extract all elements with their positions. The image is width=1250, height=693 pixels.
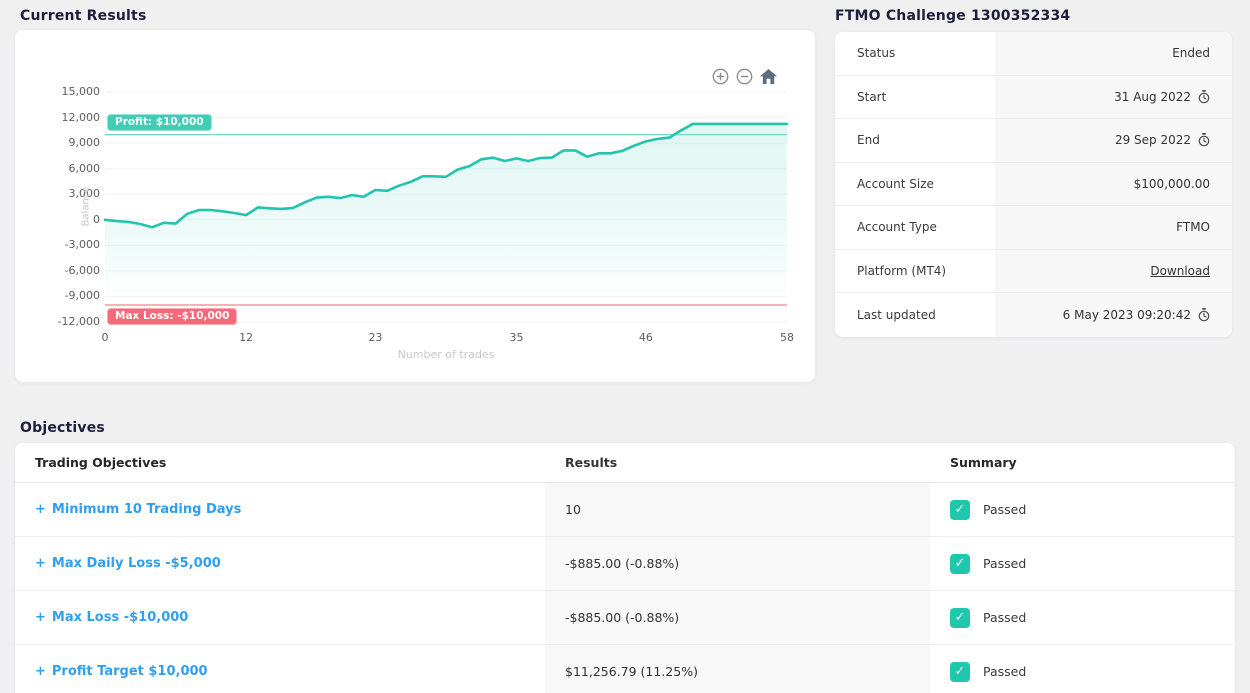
- challenge-row: Last updated 6 May 2023 09:20:42: [835, 293, 1232, 337]
- objective-row: + Minimum 10 Trading Days 10 ✓ Passed: [15, 483, 1235, 537]
- current-results-card: 15,000 12,000 9,000 6,000 3,000 0 -3,000 -6,000…: [15, 30, 815, 382]
- y-tick-label: 12,000: [61, 110, 101, 124]
- header-trading-objectives: Trading Objectives: [35, 455, 167, 470]
- y-tick-label: 15,000: [61, 85, 101, 98]
- challenge-row-value: 29 Sep 2022: [995, 119, 1232, 162]
- challenge-row-value: 31 Aug 2022: [995, 75, 1232, 118]
- x-tick-label: 0: [101, 331, 109, 344]
- challenge-row: End 29 Sep 2022: [835, 119, 1232, 163]
- challenge-row-value: FTMO: [995, 206, 1232, 249]
- challenge-row-label: Start: [835, 75, 995, 118]
- x-tick-label: 12: [239, 331, 254, 344]
- objectives-header-row: Trading Objectives Results Summary: [15, 443, 1235, 483]
- y-tick-label: -9,000: [64, 289, 100, 303]
- y-tick-label: -12,000: [57, 315, 100, 328]
- objectives-card: Trading Objectives Results Summary + Min…: [15, 443, 1235, 693]
- passed-checkbox-icon[interactable]: ✓: [950, 499, 970, 520]
- chart-toolbar: [712, 68, 777, 85]
- challenge-row: Account Type FTMO: [835, 206, 1232, 250]
- objective-result: -$885.00 (-0.88%): [565, 556, 680, 571]
- objective-summary: Passed: [983, 664, 1027, 679]
- max-loss-badge: Max Loss: -$10,000: [107, 307, 238, 325]
- x-tick-label: 35: [509, 331, 524, 344]
- objective-link-text: Profit Target $10,000: [51, 664, 208, 679]
- y-tick-label: -3,000: [64, 238, 100, 252]
- x-tick-label: 46: [638, 331, 653, 344]
- objective-link[interactable]: + Max Loss -$10,000: [35, 610, 188, 625]
- plus-icon: +: [35, 556, 46, 571]
- y-tick-label: 9,000: [68, 136, 101, 150]
- challenge-row-label: Account Size: [835, 162, 995, 205]
- y-tick-label: 3,000: [68, 187, 101, 201]
- header-summary: Summary: [950, 455, 1017, 470]
- challenge-row-value-text: 29 Sep 2022: [1114, 133, 1191, 148]
- objectives-title: Objectives: [20, 420, 105, 436]
- plus-icon: +: [35, 610, 46, 625]
- balance-area-chart[interactable]: [15, 30, 815, 382]
- challenge-row-value: Download: [995, 249, 1232, 292]
- profit-target-badge: Profit: $10,000: [107, 113, 212, 131]
- challenge-row-label: Platform (MT4): [835, 249, 995, 292]
- challenge-row-value: 6 May 2023 09:20:42: [995, 293, 1232, 337]
- challenge-row-label: End: [835, 119, 995, 162]
- objective-link[interactable]: + Profit Target $10,000: [35, 664, 208, 679]
- y-tick-label: 0: [93, 212, 100, 226]
- objective-link[interactable]: + Max Daily Loss -$5,000: [35, 556, 221, 571]
- header-results: Results: [545, 443, 930, 482]
- stopwatch-icon: [1198, 307, 1210, 322]
- challenge-row-label: Account Type: [835, 206, 995, 249]
- stopwatch-icon: [1198, 133, 1210, 147]
- plus-icon: +: [35, 502, 46, 517]
- objective-result: -$885.00 (-0.88%): [565, 610, 680, 625]
- zoom-in-icon[interactable]: [712, 68, 729, 85]
- challenge-row-label: Status: [835, 32, 995, 75]
- objective-summary: Passed: [983, 556, 1027, 571]
- home-icon[interactable]: [760, 69, 777, 84]
- challenge-row-value-text: 6 May 2023 09:20:42: [1062, 307, 1191, 322]
- challenge-row: Platform (MT4) Download: [835, 249, 1232, 293]
- objective-link[interactable]: + Minimum 10 Trading Days: [35, 502, 241, 517]
- challenge-title: FTMO Challenge 1300352334: [835, 8, 1071, 24]
- passed-checkbox-icon[interactable]: ✓: [950, 553, 970, 574]
- challenge-row-value: $100,000.00: [995, 162, 1232, 205]
- challenge-row: Status Ended: [835, 32, 1232, 76]
- y-tick-label: -6,000: [64, 263, 100, 277]
- challenge-row-value: Ended: [995, 32, 1232, 75]
- challenge-row-value-text: 31 Aug 2022: [1114, 89, 1191, 104]
- challenge-row: Account Size $100,000.00: [835, 162, 1232, 206]
- objective-result: $11,256.79 (11.25%): [565, 664, 698, 679]
- objective-summary: Passed: [983, 502, 1027, 517]
- current-results-title: Current Results: [20, 8, 147, 24]
- x-tick-label: 58: [780, 331, 794, 344]
- challenge-row-label: Last updated: [835, 293, 995, 337]
- download-link[interactable]: Download: [1150, 263, 1210, 278]
- challenge-row: Start 31 Aug 2022: [835, 75, 1232, 119]
- challenge-row-value-text: Ended: [1172, 46, 1210, 61]
- challenge-details-card: Status Ended Start 31 Aug 2022 End 29 Se…: [835, 32, 1232, 337]
- objective-result: 10: [565, 502, 581, 517]
- objective-link-text: Max Daily Loss -$5,000: [51, 556, 221, 571]
- challenge-row-value-text: FTMO: [1176, 220, 1210, 235]
- objective-row: + Profit Target $10,000 $11,256.79 (11.2…: [15, 645, 1235, 693]
- stopwatch-icon: [1198, 89, 1210, 104]
- passed-checkbox-icon[interactable]: ✓: [950, 661, 970, 682]
- passed-checkbox-icon[interactable]: ✓: [950, 607, 970, 628]
- objective-row: + Max Loss -$10,000 -$885.00 (-0.88%) ✓ …: [15, 591, 1235, 645]
- objective-summary: Passed: [983, 610, 1027, 625]
- x-tick-label: 23: [368, 331, 383, 344]
- x-axis-label: Number of trades: [397, 348, 495, 361]
- objective-link-text: Minimum 10 Trading Days: [51, 502, 242, 517]
- challenge-row-value-text: $100,000.00: [1133, 176, 1210, 191]
- zoom-out-icon[interactable]: [736, 68, 753, 85]
- plus-icon: +: [35, 664, 46, 679]
- objective-row: + Max Daily Loss -$5,000 -$885.00 (-0.88…: [15, 537, 1235, 591]
- objective-link-text: Max Loss -$10,000: [51, 610, 189, 625]
- y-tick-label: 6,000: [68, 161, 101, 175]
- y-axis-label: Balance: [80, 186, 92, 227]
